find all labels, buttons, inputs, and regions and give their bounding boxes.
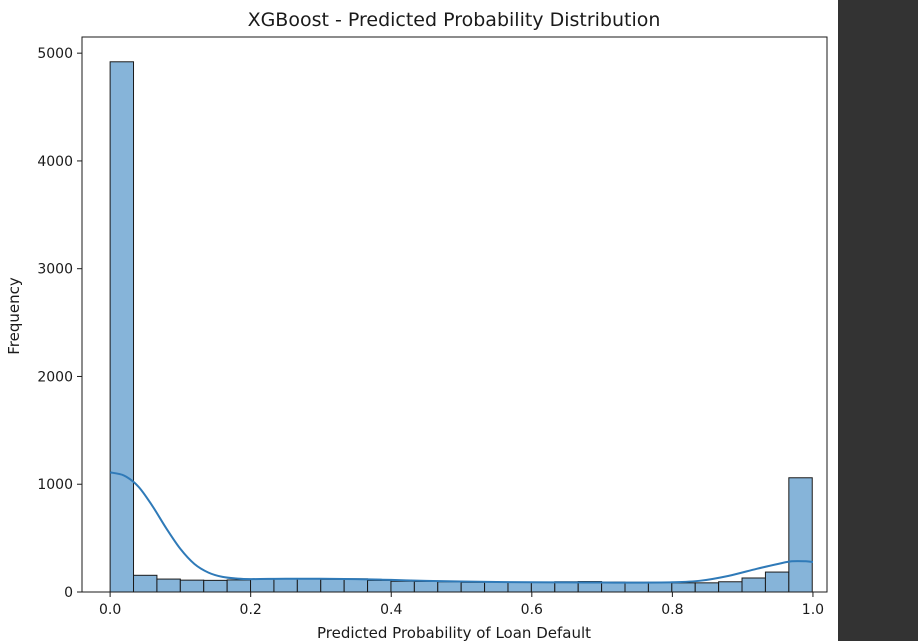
histogram-bar [647,581,673,593]
x-tick-label: 0.6 [521,602,543,618]
histogram-bar [671,582,696,593]
histogram-bar [250,578,275,593]
histogram-bar [507,581,532,593]
histogram-bar [413,580,439,593]
x-tick-label: 0.0 [99,602,121,618]
histogram-bar [718,581,743,593]
histogram-bar [320,578,345,593]
histogram-bar [484,581,509,593]
histogram-bar [460,581,486,593]
y-axis-label: Frequency [5,277,23,355]
y-tick-label: 0 [64,585,73,601]
x-tick-label: 0.2 [240,602,262,618]
kde-curve [109,471,814,584]
y-axis-ticks: 0 1000 2000 3000 4000 5000 [37,46,82,601]
x-tick-label: 0.8 [661,602,683,618]
histogram-bar [741,577,766,593]
histogram-bar [694,582,720,593]
y-tick-label: 1000 [37,477,73,493]
side-panel [838,0,918,641]
histogram-bars [109,61,813,593]
histogram-bar [156,578,181,593]
histogram-bar [133,574,158,593]
histogram-bar [203,579,228,593]
histogram-bar [764,571,790,593]
histogram-bar [530,582,556,593]
histogram-bar [179,579,205,593]
x-tick-label: 0.4 [380,602,402,618]
y-tick-label: 5000 [37,46,73,62]
histogram-bar [109,61,135,593]
histogram-bar [226,579,252,593]
x-axis-label: Predicted Probability of Loan Default [317,624,591,641]
histogram-bar [788,477,813,593]
histogram-bar [624,581,649,593]
histogram-chart: XGBoost - Predicted Probability Distribu… [5,9,828,641]
y-tick-label: 2000 [37,369,73,385]
plot-frame [81,36,828,593]
histogram-bar [273,578,298,593]
histogram-bar [437,581,462,593]
y-tick-label: 4000 [37,154,73,170]
y-tick-label: 3000 [37,262,73,278]
chart-title: XGBoost - Predicted Probability Distribu… [248,9,661,31]
histogram-bar [343,578,369,593]
histogram-bar [367,579,392,593]
x-tick-label: 1.0 [802,602,824,618]
histogram-bar [296,578,322,593]
x-axis-ticks: 0.0 0.2 0.4 0.6 0.8 1.0 [99,592,824,618]
histogram-bar [390,580,415,593]
